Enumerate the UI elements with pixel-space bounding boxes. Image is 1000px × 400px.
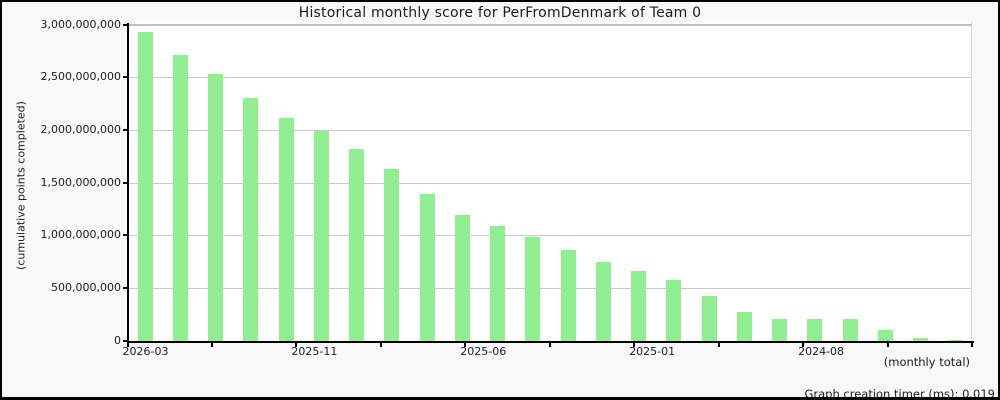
y-gridline — [129, 77, 972, 79]
x-tick-label: 2025-11 — [291, 345, 338, 358]
bar — [384, 169, 400, 341]
x-axis-title: (monthly total) — [883, 355, 970, 369]
plot-area — [125, 22, 972, 339]
y-axis-line — [127, 23, 129, 343]
y-tick-mark — [123, 23, 127, 26]
bar — [631, 271, 646, 341]
x-tick-mark — [464, 343, 467, 347]
graph-timer-text: Graph creation timer (ms): 0.019 — [804, 387, 995, 400]
y-tick-label: 1,500,000,000 — [40, 175, 121, 189]
y-tick-label: 2,000,000,000 — [40, 122, 121, 136]
y-tick-mark — [123, 76, 127, 79]
y-tick-mark — [123, 128, 127, 131]
x-tick-mark — [379, 343, 382, 347]
x-tick-label: 2024-08 — [798, 345, 845, 358]
x-tick-mark — [210, 343, 213, 347]
bar — [172, 55, 188, 341]
x-tick-mark — [971, 343, 973, 347]
bar — [454, 215, 470, 341]
bar — [772, 319, 787, 341]
bar — [525, 237, 541, 341]
x-tick-label: 2025-01 — [629, 345, 676, 358]
bar — [913, 338, 928, 341]
y-tick-mark — [123, 286, 127, 289]
y-tick-label: 1,000,000,000 — [40, 228, 121, 242]
bar — [595, 262, 611, 341]
y-tick-label: 3,000,000,000 — [40, 17, 121, 31]
bar — [877, 330, 893, 341]
bar — [948, 340, 964, 341]
bar — [560, 250, 576, 341]
bar — [243, 98, 259, 341]
y-tick-label: 0 — [114, 333, 121, 347]
y-gridline — [129, 23, 972, 26]
x-tick-mark — [548, 343, 551, 347]
y-tick-mark — [123, 339, 127, 342]
bar — [137, 32, 153, 341]
x-tick-mark — [802, 343, 805, 347]
x-tick-mark — [295, 343, 298, 347]
bar — [842, 319, 858, 341]
x-tick-mark — [717, 343, 720, 347]
bar — [701, 296, 717, 341]
x-tick-label: 2026-03 — [122, 345, 169, 358]
y-gridline — [129, 129, 972, 131]
chart-title: Historical monthly score for PerFromDenm… — [298, 5, 702, 21]
y-tick-mark — [123, 234, 127, 237]
x-tick-mark — [886, 343, 889, 347]
y-tick-label: 2,500,000,000 — [40, 70, 121, 84]
y-gridline — [129, 235, 972, 237]
y-gridline — [129, 287, 972, 289]
x-axis-line — [127, 341, 974, 343]
bar — [349, 149, 364, 341]
y-gridline — [129, 182, 972, 184]
bar — [490, 226, 505, 341]
bar — [313, 131, 329, 341]
bar — [278, 118, 294, 341]
y-tick-mark — [123, 181, 127, 184]
bar — [807, 319, 823, 341]
bar — [666, 280, 682, 341]
bar — [736, 312, 752, 341]
bar — [208, 74, 223, 341]
x-tick-label: 2025-06 — [460, 345, 507, 358]
bar — [419, 194, 435, 341]
x-tick-mark — [126, 343, 129, 347]
y-tick-label: 500,000,000 — [51, 280, 121, 294]
x-tick-mark — [633, 343, 636, 347]
